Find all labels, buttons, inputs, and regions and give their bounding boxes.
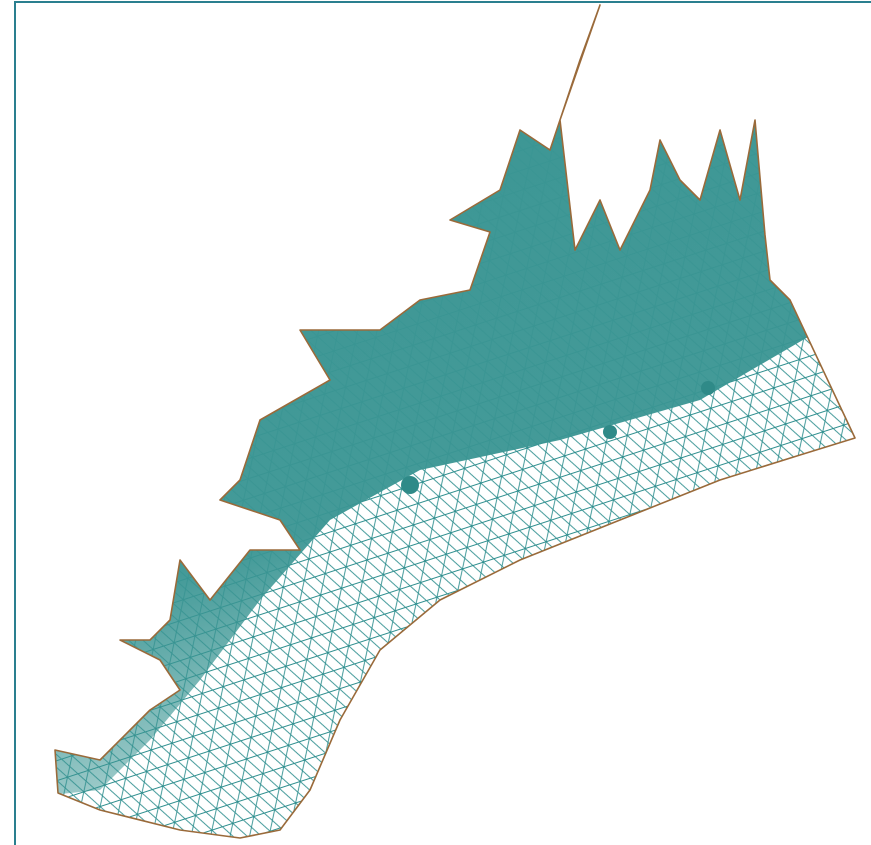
- frame: [14, 1, 871, 845]
- boundary: [54, 4, 856, 839]
- refinement-spot: [401, 476, 419, 494]
- refinement-spot: [701, 381, 715, 395]
- refinement-spot: [603, 425, 617, 439]
